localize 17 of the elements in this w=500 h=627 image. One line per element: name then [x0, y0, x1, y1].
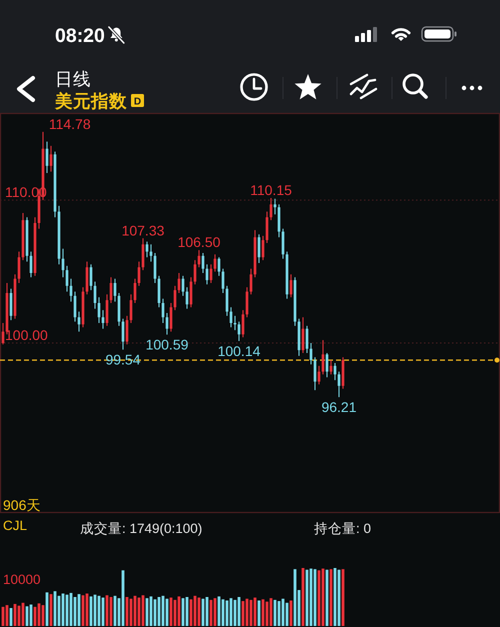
badge: D [131, 94, 144, 108]
annotation: 100.59 [146, 336, 189, 353]
annotation: 114.78 [48, 116, 91, 132]
text: 日线 [55, 69, 91, 89]
annotation: 106.50 [178, 234, 221, 250]
text: 美元指数 [54, 91, 128, 111]
chart-title: 成交量: 1749(0:100) [80, 521, 202, 536]
text: CJL [3, 518, 28, 533]
annotation: 107.33 [122, 222, 165, 238]
annotation: 100.14 [218, 343, 261, 359]
annotation: 10000 [3, 572, 41, 587]
y-tick-label: 100.00 [5, 327, 48, 343]
annotation: 906天 [3, 497, 40, 513]
text: 08:20 [55, 25, 106, 47]
annotation: 96.21 [321, 399, 357, 416]
annotation: 110.15 [250, 182, 292, 198]
text: 持仓量: 0 [314, 521, 372, 536]
